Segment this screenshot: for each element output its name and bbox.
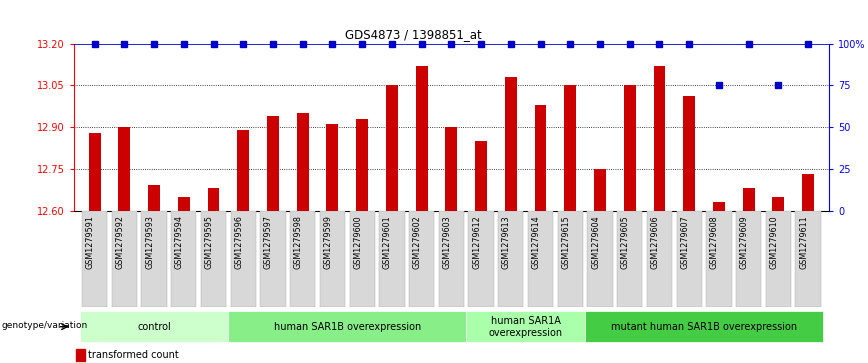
FancyBboxPatch shape (466, 311, 585, 342)
Bar (445, 127, 457, 211)
FancyBboxPatch shape (438, 211, 464, 307)
Bar (713, 202, 725, 211)
FancyBboxPatch shape (795, 211, 821, 307)
Bar (535, 105, 547, 211)
Text: GSM1279591: GSM1279591 (86, 215, 95, 269)
FancyBboxPatch shape (588, 211, 613, 307)
FancyBboxPatch shape (707, 211, 732, 307)
FancyBboxPatch shape (379, 211, 404, 307)
Bar (76, 349, 85, 361)
FancyBboxPatch shape (736, 211, 761, 307)
FancyBboxPatch shape (350, 211, 375, 307)
Text: GSM1279604: GSM1279604 (591, 215, 600, 269)
FancyBboxPatch shape (528, 211, 553, 307)
Bar (148, 185, 160, 211)
Bar (475, 141, 487, 211)
Text: GSM1279595: GSM1279595 (205, 215, 214, 269)
Text: GSM1279605: GSM1279605 (621, 215, 630, 269)
Text: GSM1279600: GSM1279600 (353, 215, 362, 269)
FancyBboxPatch shape (290, 211, 315, 307)
Bar (802, 174, 814, 211)
Text: GSM1279615: GSM1279615 (562, 215, 570, 269)
FancyBboxPatch shape (557, 211, 583, 307)
Bar (207, 188, 220, 211)
FancyBboxPatch shape (80, 311, 228, 342)
Text: transformed count: transformed count (89, 350, 179, 360)
Text: GSM1279598: GSM1279598 (293, 215, 303, 269)
Text: GSM1279592: GSM1279592 (115, 215, 124, 269)
Text: GSM1279610: GSM1279610 (769, 215, 779, 269)
Text: GSM1279611: GSM1279611 (799, 215, 808, 269)
Bar (267, 116, 279, 211)
FancyBboxPatch shape (766, 211, 791, 307)
FancyBboxPatch shape (319, 211, 345, 307)
Bar (237, 130, 249, 211)
FancyBboxPatch shape (171, 211, 196, 307)
FancyBboxPatch shape (409, 211, 434, 307)
Text: GSM1279613: GSM1279613 (502, 215, 511, 269)
FancyBboxPatch shape (676, 211, 702, 307)
FancyBboxPatch shape (82, 211, 108, 307)
FancyBboxPatch shape (585, 311, 823, 342)
FancyBboxPatch shape (647, 211, 672, 307)
Text: GSM1279594: GSM1279594 (174, 215, 184, 269)
Text: GSM1279606: GSM1279606 (650, 215, 660, 269)
Title: GDS4873 / 1398851_at: GDS4873 / 1398851_at (345, 28, 482, 41)
Text: GSM1279599: GSM1279599 (324, 215, 332, 269)
Bar (89, 132, 101, 211)
Bar (594, 169, 606, 211)
Text: GSM1279597: GSM1279597 (264, 215, 273, 269)
FancyBboxPatch shape (201, 211, 227, 307)
Text: GSM1279612: GSM1279612 (472, 215, 481, 269)
Text: mutant human SAR1B overexpression: mutant human SAR1B overexpression (611, 322, 797, 332)
Bar (624, 85, 635, 211)
FancyBboxPatch shape (469, 211, 494, 307)
FancyBboxPatch shape (617, 211, 642, 307)
Text: control: control (137, 322, 171, 332)
FancyBboxPatch shape (260, 211, 286, 307)
Bar (505, 77, 516, 211)
Bar (654, 66, 666, 211)
Text: GSM1279609: GSM1279609 (740, 215, 749, 269)
Bar (564, 85, 576, 211)
FancyBboxPatch shape (498, 211, 523, 307)
Text: GSM1279601: GSM1279601 (383, 215, 391, 269)
Bar (178, 197, 190, 211)
Bar (416, 66, 428, 211)
Text: GSM1279607: GSM1279607 (681, 215, 689, 269)
FancyBboxPatch shape (112, 211, 137, 307)
Text: GSM1279614: GSM1279614 (531, 215, 541, 269)
Bar (386, 85, 398, 211)
Text: GSM1279608: GSM1279608 (710, 215, 719, 269)
Text: GSM1279602: GSM1279602 (412, 215, 422, 269)
FancyBboxPatch shape (228, 311, 466, 342)
Bar (773, 197, 785, 211)
Bar (326, 124, 339, 211)
FancyBboxPatch shape (141, 211, 167, 307)
Text: GSM1279593: GSM1279593 (145, 215, 154, 269)
Text: GSM1279603: GSM1279603 (443, 215, 451, 269)
Text: genotype/variation: genotype/variation (2, 321, 88, 330)
FancyBboxPatch shape (231, 211, 256, 307)
Text: GSM1279596: GSM1279596 (234, 215, 243, 269)
Bar (743, 188, 754, 211)
Bar (118, 127, 130, 211)
Bar (297, 113, 309, 211)
Bar (683, 97, 695, 211)
Bar (356, 119, 368, 211)
Text: human SAR1B overexpression: human SAR1B overexpression (273, 322, 421, 332)
Text: human SAR1A
overexpression: human SAR1A overexpression (489, 316, 562, 338)
